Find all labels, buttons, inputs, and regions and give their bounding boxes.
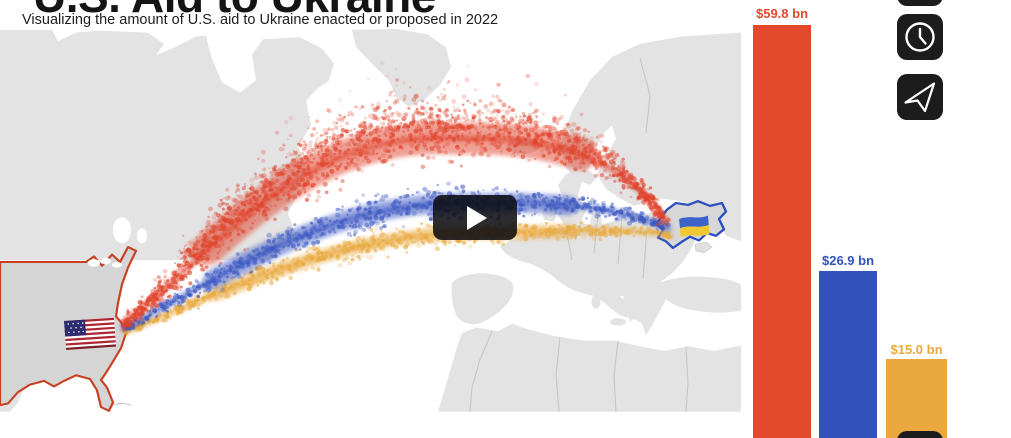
clock-icon [905, 22, 935, 52]
bar-proposed-aid [819, 271, 877, 438]
play-icon [467, 205, 487, 230]
bar-value-label: $26.9 bn [821, 253, 875, 268]
world-map [0, 28, 741, 412]
paper-plane-icon [904, 82, 936, 113]
bar-other-aid [886, 359, 947, 438]
page-subtitle: Visualizing the amount of U.S. aid to Uk… [22, 12, 499, 28]
bar-value-label: $15.0 bn [890, 342, 943, 357]
us-flag [63, 317, 117, 350]
play-button[interactable] [433, 195, 517, 240]
bar-value-label: $59.8 bn [755, 6, 809, 21]
ukraine-flag [679, 215, 710, 238]
overlay-icon-top-cropped[interactable] [897, 0, 943, 6]
page-title: U.S. Aid to Ukraine [33, 0, 436, 19]
bar-enacted-aid [753, 25, 811, 438]
overlay-icon-bottom-cropped[interactable] [897, 431, 943, 438]
watch-later-button[interactable] [897, 14, 943, 60]
share-button[interactable] [897, 74, 943, 120]
